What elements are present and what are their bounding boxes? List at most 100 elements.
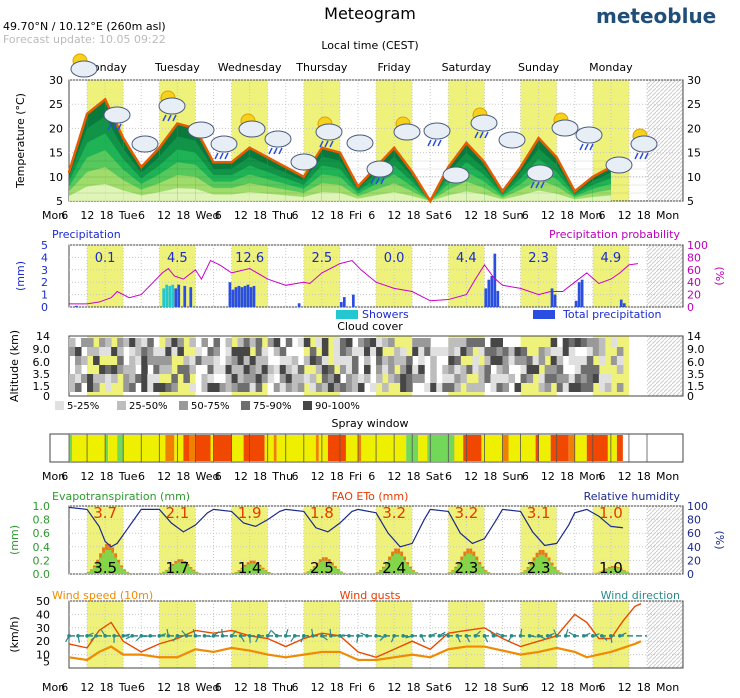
temperature-band	[195, 188, 214, 201]
cloud-cell	[141, 365, 148, 374]
cloud-cell	[418, 347, 425, 356]
x-tick-label: 12	[387, 470, 401, 483]
daily-precip-total: 4.4	[456, 251, 477, 266]
cloud-cell	[592, 374, 600, 383]
evapotranspiration-bar	[418, 573, 422, 574]
cloud-cell	[195, 356, 202, 365]
y-tick-label: 30	[49, 74, 63, 87]
cloud-cell	[562, 383, 570, 392]
evapotranspiration-bar	[258, 566, 262, 574]
spray-segment	[345, 435, 358, 461]
temperature-band	[231, 192, 250, 201]
spray-segment	[454, 435, 464, 461]
evapotranspiration-bar	[553, 568, 557, 574]
cloud-cell	[520, 347, 528, 356]
cloud-cell	[484, 356, 491, 365]
cloud-cell	[153, 356, 160, 365]
precip-bar	[234, 287, 238, 307]
cloud-icon	[575, 126, 603, 144]
cloud-cell	[484, 374, 491, 383]
cloud-cell	[165, 383, 172, 392]
cloud-cell	[364, 347, 371, 356]
x-tick-label: 6	[445, 209, 452, 222]
cloud-cell	[345, 365, 353, 374]
cloud-cell	[604, 383, 612, 392]
cloud-cell	[586, 356, 594, 365]
cloud-cell	[376, 374, 383, 383]
cloud-cell	[351, 374, 359, 383]
evapotranspiration-bar	[333, 567, 337, 574]
y-axis-label: Temperature (°C)	[14, 93, 27, 189]
evapotranspiration-bar	[559, 572, 563, 574]
cloud-cell	[237, 365, 245, 374]
rain-icon	[172, 114, 177, 122]
legend-total-swatch	[533, 310, 555, 319]
brand-logo[interactable]: meteoblue	[596, 4, 717, 28]
cloud-cell	[351, 383, 359, 392]
evapotranspiration-bar	[243, 566, 247, 574]
cloud-cell	[141, 356, 148, 365]
cloud-icon	[103, 106, 131, 124]
precip-bar	[174, 288, 178, 307]
temperature-point	[429, 199, 432, 203]
evapotranspiration-title: Evapotranspiration (mm)	[52, 490, 190, 503]
cloud-cell	[448, 338, 455, 347]
forecast-end-hatch	[647, 506, 683, 574]
evapotranspiration-bar	[457, 564, 461, 574]
cloud-cell	[225, 383, 233, 392]
evapotranspiration-bar	[318, 562, 322, 574]
x-tick-label: 18	[330, 470, 344, 483]
x-tick-label: Sun	[503, 681, 524, 694]
evapotranspiration-bar	[463, 556, 467, 574]
cloud-cell	[171, 338, 178, 347]
x-tick-label: 18	[407, 681, 421, 694]
evapotranspiration-bar	[330, 564, 334, 574]
cloud-cell	[129, 365, 136, 374]
spray-segment	[195, 435, 211, 461]
evapotranspiration-bar	[183, 563, 187, 574]
cloud-cell	[111, 365, 118, 374]
cloud-cell	[123, 338, 130, 347]
cloud-cell	[490, 338, 497, 347]
x-tick-label: 18	[253, 209, 267, 222]
evapotranspiration-bar	[613, 567, 617, 574]
temperature-band	[412, 196, 431, 201]
evapotranspiration-bar	[406, 564, 410, 574]
cloud-cell	[345, 347, 353, 356]
cloud-cell	[406, 356, 413, 365]
x-tick-label: 12	[541, 681, 555, 694]
cloud-cell	[207, 347, 214, 356]
cloud-cell	[243, 365, 251, 374]
x-tick-label: 12	[541, 209, 555, 222]
cloud-cell	[105, 338, 112, 347]
cloud-cell	[406, 374, 413, 383]
evapotranspiration-bar	[598, 572, 602, 574]
cloud-cell	[562, 338, 570, 347]
x-tick-label: 12	[234, 470, 248, 483]
x-tick-label: Fri	[349, 209, 362, 222]
x-tick-label: 18	[330, 209, 344, 222]
x-tick-label: 6	[598, 681, 605, 694]
cloud-cell	[309, 374, 317, 383]
evapotranspiration-bar	[544, 556, 548, 574]
rain-icon	[474, 131, 479, 139]
cloud-cell	[550, 374, 558, 383]
evapotranspiration-bar	[240, 568, 244, 574]
cloud-cell	[255, 383, 263, 392]
x-tick-label: 18	[483, 470, 497, 483]
evapotranspiration-bar	[385, 564, 388, 574]
cloud-icon	[470, 114, 498, 132]
evapotranspiration-bar	[535, 556, 539, 574]
cloud-cell	[195, 347, 202, 356]
y-axis-label-right: (%)	[713, 266, 726, 285]
evapotranspiration-bar	[376, 572, 379, 574]
cloud-cell	[478, 383, 485, 392]
forecast-end-hatch	[647, 336, 683, 396]
temperature-band	[592, 195, 611, 201]
cloud-cell	[273, 365, 281, 374]
cloud-cell	[400, 365, 407, 374]
cloud-cell	[93, 356, 100, 365]
cloud-cell	[165, 347, 172, 356]
cloud-cell	[321, 374, 329, 383]
